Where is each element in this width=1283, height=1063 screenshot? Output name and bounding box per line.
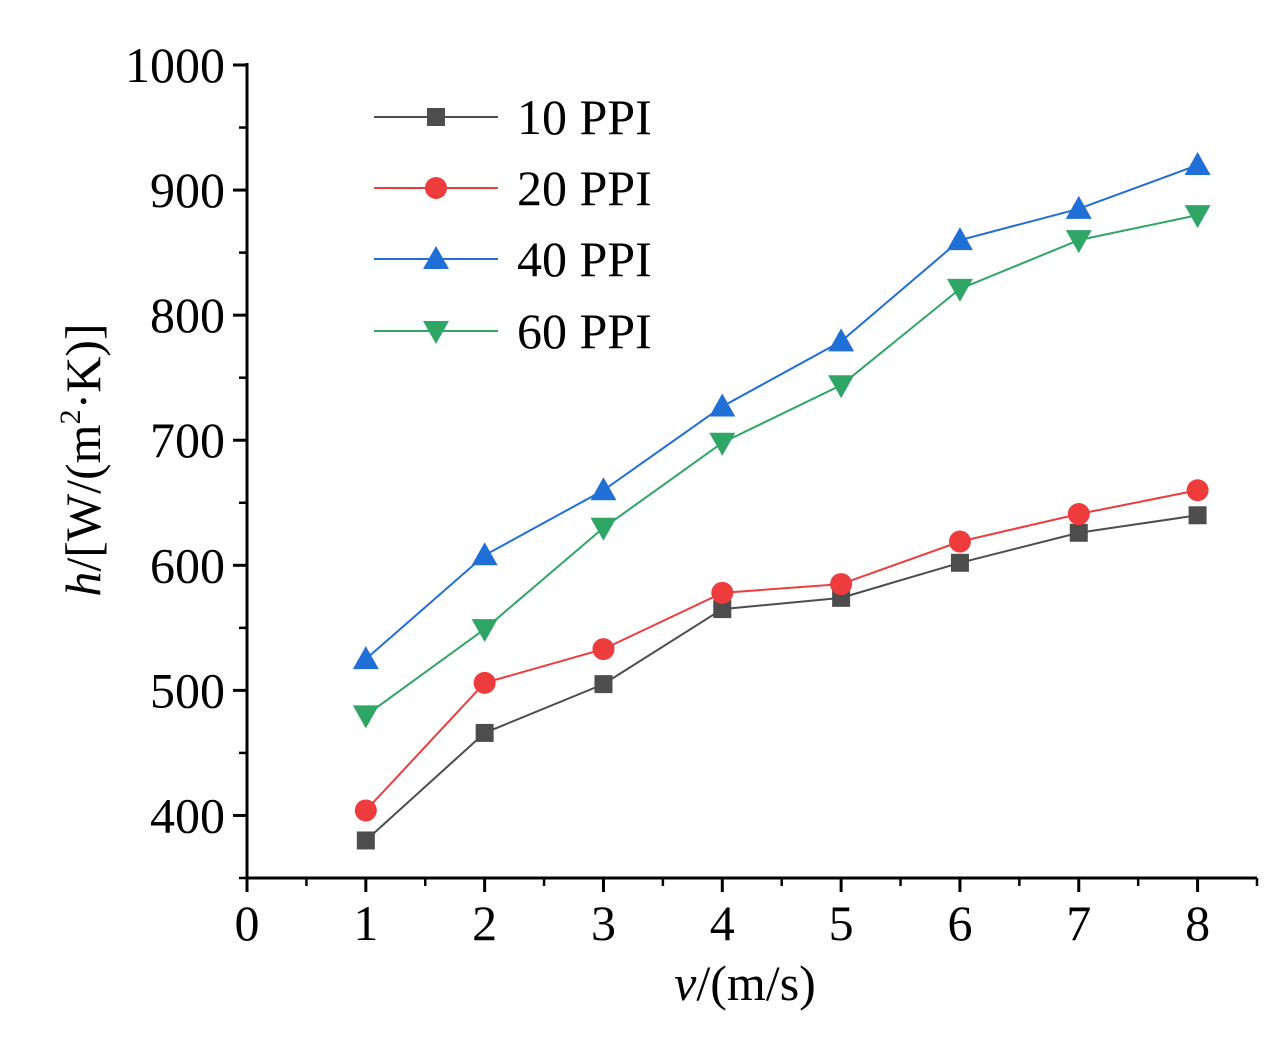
y-tick-label: 600 [150, 537, 225, 593]
series-line [365, 214, 1198, 717]
data-point [1188, 506, 1207, 525]
data-point [1069, 523, 1088, 542]
legend-item: 40 PPI [374, 231, 652, 287]
x-tick-label: 5 [829, 895, 854, 951]
data-point [352, 646, 379, 670]
data-point [713, 600, 732, 619]
legend-item: 60 PPI [374, 303, 652, 359]
data-point [1065, 230, 1092, 254]
legend-marker [423, 321, 449, 344]
data-point [1067, 503, 1090, 526]
data-point [594, 675, 613, 694]
series-line [365, 164, 1198, 660]
data-point [475, 723, 494, 742]
data-point [590, 477, 617, 501]
x-tick-label: 7 [1066, 895, 1091, 951]
legend-item: 10 PPI [374, 89, 652, 145]
data-point [946, 227, 973, 251]
data-point [950, 553, 969, 572]
y-tick-label: 1000 [125, 37, 225, 93]
axes [245, 63, 1257, 880]
series-0 [356, 506, 1207, 850]
data-point [1184, 152, 1211, 176]
data-point [473, 671, 496, 694]
data-point [828, 375, 855, 399]
y-tick-label: 500 [150, 662, 225, 718]
series-3 [352, 205, 1211, 729]
legend-label: 60 PPI [517, 303, 652, 359]
data-point [354, 799, 377, 822]
data-point [592, 638, 615, 661]
y-tick-label: 700 [150, 412, 225, 468]
legend-label: 40 PPI [517, 231, 652, 287]
series-layer [352, 152, 1211, 850]
series-line [365, 514, 1198, 842]
legend-label: 20 PPI [517, 160, 652, 216]
data-point [471, 542, 498, 566]
data-point [709, 393, 736, 417]
y-tick-label: 400 [150, 787, 225, 843]
data-point [471, 619, 498, 643]
legend-marker [423, 246, 449, 269]
data-point [356, 831, 375, 850]
series-1 [354, 479, 1209, 822]
x-axis-ticks: 0 1 2 3 4 5 6 7 8 [235, 878, 1259, 951]
legend: 10 PPI 20 PPI 40 PPI 60 PPI [374, 89, 652, 359]
series-2 [352, 152, 1211, 670]
x-tick-label: 3 [591, 895, 616, 951]
legend-marker [425, 177, 447, 199]
data-point [946, 278, 973, 302]
x-tick-label: 0 [235, 895, 260, 951]
x-tick-label: 2 [472, 895, 497, 951]
y-axis-title: h/[W/(m2·K)] [54, 323, 111, 596]
data-point [709, 432, 736, 456]
x-tick-label: 8 [1185, 895, 1210, 951]
x-tick-label: 1 [353, 895, 378, 951]
legend-item: 20 PPI [374, 160, 652, 216]
data-point [1184, 205, 1211, 229]
data-point [1065, 195, 1092, 219]
data-point [590, 517, 617, 541]
series-line [365, 489, 1198, 812]
x-tick-label: 4 [710, 895, 735, 951]
data-point [711, 581, 734, 604]
data-point [1186, 479, 1209, 502]
data-point [352, 705, 379, 729]
y-tick-label: 900 [150, 162, 225, 218]
x-tick-label: 6 [947, 895, 972, 951]
data-point [948, 530, 971, 553]
y-tick-label: 800 [150, 287, 225, 343]
legend-label: 10 PPI [517, 89, 652, 145]
x-axis-title: v/(m/s) [674, 955, 816, 1011]
legend-marker [427, 108, 445, 126]
data-point [830, 573, 853, 596]
data-point [828, 328, 855, 352]
y-axis-ticks: 400 500 600 700 800 900 1000 [125, 37, 247, 880]
